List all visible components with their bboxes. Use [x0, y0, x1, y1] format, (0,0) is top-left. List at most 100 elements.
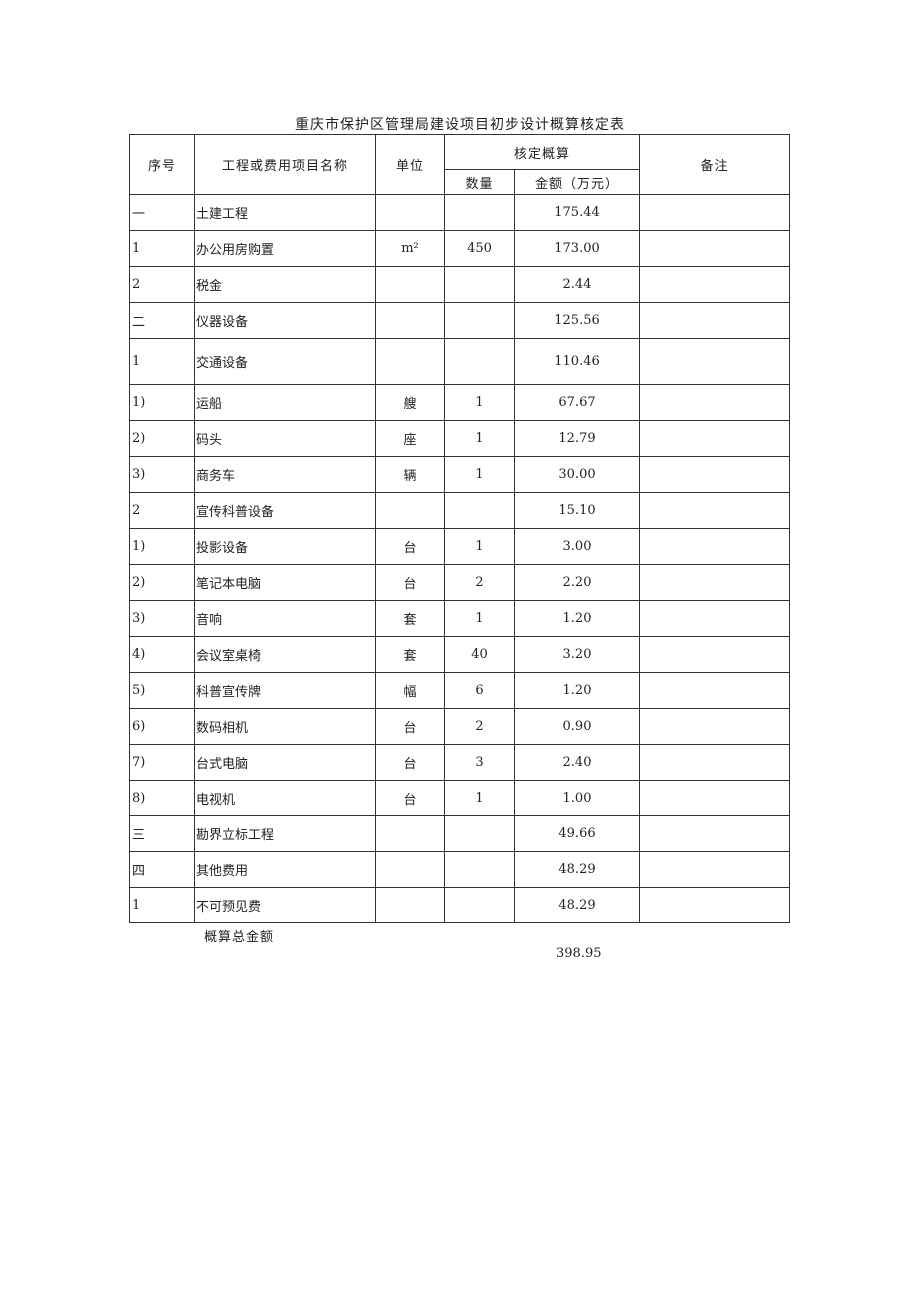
cell-qty [444, 492, 515, 529]
cell-seq: 2 [129, 266, 195, 303]
cell-qty: 2 [444, 708, 515, 745]
cell-name: 办公用房购置 [194, 230, 376, 267]
cell-amount: 67.67 [514, 384, 640, 421]
cell-remark [639, 851, 790, 888]
cell-remark [639, 338, 790, 385]
cell-remark [639, 194, 790, 231]
table-row: 三勘界立标工程 49.66 [129, 815, 790, 852]
cell-name: 土建工程 [194, 194, 376, 231]
cell-qty: 6 [444, 672, 515, 709]
cell-amount: 110.46 [514, 338, 640, 385]
cell-name: 投影设备 [194, 528, 376, 565]
cell-unit [375, 302, 445, 339]
cell-unit [375, 887, 445, 923]
cell-seq: 3) [129, 456, 195, 493]
cell-amount: 173.00 [514, 230, 640, 267]
cell-qty [444, 302, 515, 339]
cell-amount: 175.44 [514, 194, 640, 231]
table-row: 1 不可预见费 48.29 [129, 887, 790, 923]
header-unit: 单位 [375, 134, 445, 195]
cell-qty [444, 815, 515, 852]
cell-unit [375, 815, 445, 852]
cell-remark [639, 672, 790, 709]
cell-seq: 三 [129, 815, 195, 852]
cell-amount: 2.40 [514, 744, 640, 781]
cell-unit: 座 [375, 420, 445, 457]
cell-seq: 7) [129, 744, 195, 781]
table-row: 6) 数码相机台 2 0.90 [129, 708, 790, 745]
cell-name: 不可预见费 [194, 887, 376, 923]
cell-seq: 5) [129, 672, 195, 709]
cell-unit: 台 [375, 780, 445, 816]
cell-unit: 台 [375, 528, 445, 565]
cell-unit: 套 [375, 600, 445, 637]
cell-name: 音响 [194, 600, 376, 637]
cell-seq: 2 [129, 492, 195, 529]
cell-qty [444, 851, 515, 888]
cell-qty [444, 194, 515, 231]
table-row: 2) 笔记本电脑台 2 2.20 [129, 564, 790, 601]
cell-name: 码头 [194, 420, 376, 457]
cell-unit: 台 [375, 744, 445, 781]
cell-qty: 3 [444, 744, 515, 781]
cell-seq: 1) [129, 384, 195, 421]
cell-name: 税金 [194, 266, 376, 303]
cell-amount: 2.44 [514, 266, 640, 303]
cell-qty: 2 [444, 564, 515, 601]
table-row: 7) 台式电脑台 3 2.40 [129, 744, 790, 781]
cell-name: 其他费用 [194, 851, 376, 888]
table-row: 一土建工程 175.44 [129, 194, 790, 231]
cell-remark [639, 744, 790, 781]
cell-seq: 1 [129, 230, 195, 267]
header-subrow: 数量 金额（万元） [130, 169, 790, 195]
table-row: 二仪器设备 125.56 [129, 302, 790, 339]
cell-unit: 辆 [375, 456, 445, 493]
header-qty: 数量 [444, 169, 515, 195]
cell-name: 台式电脑 [194, 744, 376, 781]
header-seq: 序号 [129, 134, 195, 195]
cell-qty: 1 [444, 780, 515, 816]
cell-qty: 1 [444, 528, 515, 565]
table-row: 四其他费用 48.29 [129, 851, 790, 888]
header-row: 序号 工程或费用项目名称 单位 核定概算 备注 [129, 134, 790, 195]
cell-name: 会议室桌椅 [194, 636, 376, 673]
cell-amount: 30.00 [514, 456, 640, 493]
cell-qty: 1 [444, 420, 515, 457]
cell-name: 笔记本电脑 [194, 564, 376, 601]
budget-table: 序号 工程或费用项目名称 单位 核定概算 备注 数量 金额（万元） 一土建工程 1… [129, 134, 790, 923]
table-row: 5) 科普宣传牌幅 6 1.20 [129, 672, 790, 709]
cell-seq: 1 [129, 887, 195, 923]
table-row: 1 交通设备 110.46 [129, 338, 790, 385]
cell-remark [639, 230, 790, 267]
table-row: 2 宣传科普设备 15.10 [129, 492, 790, 529]
cell-amount: 12.79 [514, 420, 640, 457]
table-row: 2) 码头座 1 12.79 [129, 420, 790, 457]
cell-name: 宣传科普设备 [194, 492, 376, 529]
cell-amount: 49.66 [514, 815, 640, 852]
cell-remark [639, 528, 790, 565]
cell-qty [444, 338, 515, 385]
cell-qty: 1 [444, 600, 515, 637]
cell-remark [639, 420, 790, 457]
cell-name: 科普宣传牌 [194, 672, 376, 709]
cell-remark [639, 780, 790, 816]
cell-seq: 6) [129, 708, 195, 745]
cell-unit [375, 194, 445, 231]
table-row: 1) 投影设备台 1 3.00 [129, 528, 790, 565]
cell-seq: 1) [129, 528, 195, 565]
cell-seq: 2) [129, 420, 195, 457]
cell-unit: 幅 [375, 672, 445, 709]
cell-name: 数码相机 [194, 708, 376, 745]
cell-unit [375, 266, 445, 303]
cell-unit: 台 [375, 564, 445, 601]
cell-amount: 3.20 [514, 636, 640, 673]
table-row: 8) 电视机台 1 1.00 [129, 780, 790, 816]
cell-amount: 15.10 [514, 492, 640, 529]
header-approved: 核定概算 [444, 134, 640, 170]
cell-seq: 8) [129, 780, 195, 816]
cell-name: 仪器设备 [194, 302, 376, 339]
cell-unit: m² [375, 230, 445, 267]
cell-seq: 3) [129, 600, 195, 637]
cell-remark [639, 266, 790, 303]
total-label: 概算总金额 [204, 930, 275, 945]
